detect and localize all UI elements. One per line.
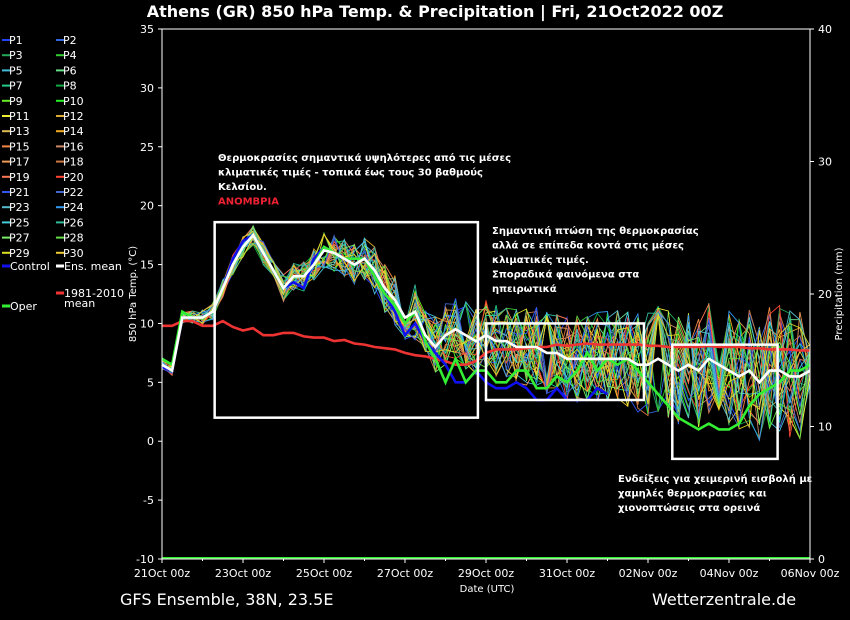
legend-label-P21: P21 [9,186,30,199]
x-tick-label: 27Oct 00z [377,567,434,580]
legend-label-P9: P9 [9,95,23,108]
legend-label-P1: P1 [9,34,23,47]
y-tick-label: 35 [140,23,154,36]
legend-label-P13: P13 [9,125,30,138]
y2-axis-label: Precipitation (mm) [834,247,845,340]
y2-tick-label: 20 [818,288,832,301]
x-tick-label: 31Oct 00z [539,567,596,580]
legend: P1 P2 P3 P4 P5 P6 P7 P8 P9 P10 P11 P12 P13 P14 P15 P16 P… [2,34,124,313]
legend-label-P11: P11 [9,110,30,123]
x-tick-label: 29Oct 00z [458,567,515,580]
y-tick-label: 30 [140,82,154,95]
annotation-3-line-1: Ενδείξεις για χειμερινή εισβολή με [618,473,812,485]
axes: -10 -5 0 5 10 15 20 25 30 35 0 10 20 30 40 21Oct 00z 23O… [134,23,840,580]
footer-source: Wetterzentrale.de [652,590,797,609]
legend-label-P12: P12 [63,110,84,123]
y-tick-label: 20 [140,200,154,213]
legend-label-P17: P17 [9,156,30,169]
legend-label-P29: P29 [9,247,30,260]
legend-label-P16: P16 [63,140,84,153]
y2-tick-label: 10 [818,421,832,434]
annotation-3-line-3: χιονοπτώσεις στα ορεινά [618,502,760,514]
legend-label-P30: P30 [63,247,84,260]
legend-label-climo-2: mean [64,297,95,310]
annotation-2-line-5: ηπειρωτικά [492,283,557,295]
y-tick-label: -5 [143,494,154,507]
x-tick-label: 25Oct 00z [296,567,353,580]
legend-label-P19: P19 [9,171,30,184]
legend-label-P7: P7 [9,80,23,93]
legend-label-P3: P3 [9,49,23,62]
y-tick-label: -10 [136,553,154,566]
member-line-P26 [161,230,811,418]
annotation-1-line-2: κλιματικές τιμές - τοπικά έως τους 30 βα… [218,167,483,179]
annotation-1-highlight: ΑΝΟΜΒΡΙΑ [218,197,279,208]
legend-label-oper: Oper [10,300,37,313]
legend-label-P4: P4 [63,49,77,62]
y-tick-label: 25 [140,141,154,154]
annotation-2-line-2: αλλά σε επίπεδα κοντά στις μέσες [492,240,684,252]
legend-label-P26: P26 [63,216,84,229]
x-tick-label: 06Nov 00z [781,567,840,580]
legend-label-P18: P18 [63,156,84,169]
legend-label-P20: P20 [63,171,84,184]
annotation-box-2 [484,322,646,402]
y-axis-label: 850 hPa Temp. (°C) [128,246,139,342]
legend-label-P8: P8 [63,80,77,93]
annotation-box-1 [213,220,480,419]
y-tick-label: 15 [140,259,154,272]
annotation-1-line-1: Θερμοκρασίες σημαντικά υψηλότερες από τι… [218,152,511,164]
legend-label-P23: P23 [9,201,30,214]
y2-tick-label: 0 [818,553,825,566]
legend-label-P28: P28 [63,232,84,245]
legend-label-ens-mean: Ens. mean [64,260,122,273]
legend-label-P22: P22 [63,186,84,199]
legend-label-P27: P27 [9,232,30,245]
chart-title: Athens (GR) 850 hPa Temp. & Precipitatio… [147,2,724,22]
annotation-2-line-1: Σημαντική πτώση της θερμοκρασίας [492,225,699,237]
y2-tick-label: 30 [818,156,832,169]
y2-tick-label: 40 [818,23,832,36]
y-tick-label: 10 [140,317,154,330]
annotation-2-line-4: Σποραδικά φαινόμενα στα [492,269,639,281]
legend-label-climo-1: 1981-2010 [64,287,124,300]
x-tick-label: 21Oct 00z [134,567,191,580]
legend-label-P15: P15 [9,140,30,153]
legend-label-P2: P2 [63,34,77,47]
legend-label-P10: P10 [63,95,84,108]
y-tick-label: 0 [147,435,154,448]
legend-label-P5: P5 [9,64,23,77]
legend-label-P6: P6 [63,64,77,77]
legend-label-P24: P24 [63,201,84,214]
footer-model: GFS Ensemble, 38N, 23.5E [120,590,334,609]
x-axis-label: Date (UTC) [460,584,515,595]
x-tick-label: 23Oct 00z [215,567,272,580]
legend-label-P25: P25 [9,216,30,229]
x-tick-label: 02Nov 00z [619,567,678,580]
annotations: Θερμοκρασίες σημαντικά υψηλότερες από τι… [218,152,812,514]
annotation-3-line-2: χαμηλές θερμοκρασίες και [618,488,767,500]
legend-label-control: Control [10,260,50,273]
annotation-boxes [213,220,779,461]
y-tick-label: 5 [147,376,154,389]
legend-label-P14: P14 [63,125,84,138]
x-tick-label: 04Nov 00z [700,567,759,580]
annotation-1-line-3: Κελσίου. [218,181,267,193]
annotation-box-3 [671,343,779,461]
annotation-2-line-3: κλιματικές τιμές. [492,254,589,266]
